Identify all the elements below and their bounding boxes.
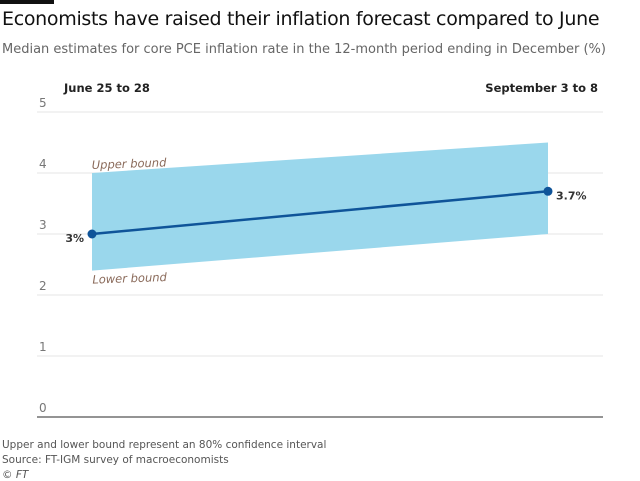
y-tick-label: 5 <box>39 96 47 110</box>
data-point <box>543 186 553 196</box>
copyright: © FT <box>2 469 29 481</box>
chart-subtitle: Median estimates for core PCE inflation … <box>2 42 606 57</box>
series-line <box>91 190 549 236</box>
footnote: Upper and lower bound represent an 80% c… <box>2 439 327 451</box>
data-label: 3.7% <box>556 189 587 202</box>
y-tick-label: 3 <box>39 218 47 232</box>
upper-bound-label: Upper bound <box>91 155 167 172</box>
y-tick-label: 2 <box>39 279 47 293</box>
y-tick-label: 0 <box>39 401 47 415</box>
ft-brand-bar <box>0 0 54 4</box>
data-label: 3% <box>65 232 84 245</box>
source: Source: FT-IGM survey of macroeconomists <box>2 454 229 466</box>
y-tick-label: 1 <box>39 340 47 354</box>
x-category-label: June 25 to 28 <box>63 81 150 95</box>
data-point <box>87 229 97 239</box>
y-tick-label: 4 <box>39 157 47 171</box>
lower-bound-label: Lower bound <box>92 270 168 287</box>
x-category-label: September 3 to 8 <box>485 81 598 95</box>
confidence-band <box>92 142 548 271</box>
chart-title: Economists have raised their inflation f… <box>2 8 600 30</box>
